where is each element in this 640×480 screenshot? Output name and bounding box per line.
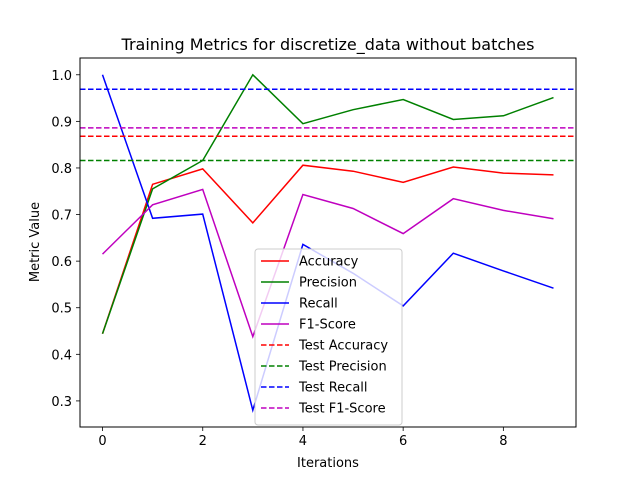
series-line-accuracy <box>101 164 554 335</box>
plot-frame <box>79 57 577 428</box>
legend-label: Test Recall <box>298 381 368 396</box>
y-tick-label: 0.8 <box>51 162 72 177</box>
legend: Accuracy Precision Recall F1-Score Test Accu… <box>254 248 403 426</box>
y-tick-label: 1.0 <box>51 69 72 84</box>
x-tick-label: 4 <box>299 434 307 449</box>
series-line-precision <box>101 73 554 335</box>
legend-box <box>254 248 403 426</box>
y-tick-label: 0.5 <box>51 302 72 317</box>
chart-title: Training Metrics for discretize_data wit… <box>121 35 535 55</box>
legend-label: Test Precision <box>298 360 387 375</box>
y-tick-label: 0.3 <box>51 395 72 410</box>
series-line-f1-score <box>101 188 554 339</box>
x-axis-label: Iterations <box>297 456 359 471</box>
legend-label: Accuracy <box>299 255 359 270</box>
legend-label: Test F1-Score <box>298 402 386 417</box>
y-tick-label: 0.7 <box>51 209 72 224</box>
x-tick-label: 2 <box>199 434 207 449</box>
x-tick-label: 6 <box>399 434 407 449</box>
x-tick-label: 8 <box>499 434 507 449</box>
y-tick-label: 0.4 <box>51 348 72 363</box>
legend-label: Test Accuracy <box>298 339 388 354</box>
legend-label: Recall <box>299 297 338 312</box>
x-tick-label: 0 <box>98 434 106 449</box>
legend-label: Precision <box>299 276 357 291</box>
legend-label: F1-Score <box>299 318 356 333</box>
y-axis-label: Metric Value <box>28 202 43 282</box>
y-tick-label: 0.6 <box>51 255 72 270</box>
y-tick-label: 0.9 <box>51 115 72 130</box>
